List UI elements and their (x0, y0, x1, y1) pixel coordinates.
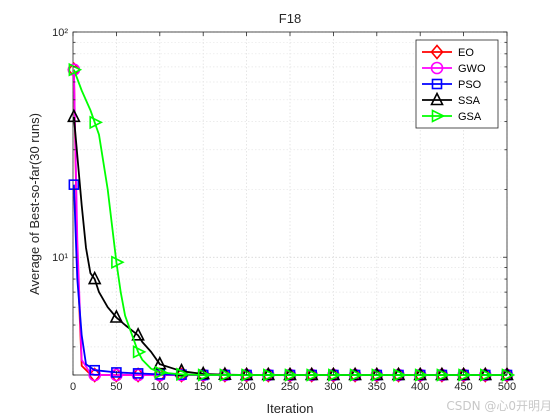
data-point-gsa (154, 365, 169, 380)
y-tick-label: 10¹ (52, 252, 68, 264)
x-tick-label: 150 (194, 381, 212, 393)
legend-marker-gwo (430, 61, 444, 75)
x-axis-label: Iteration (267, 401, 314, 416)
series-line-pso (73, 184, 507, 376)
data-point-gsa (371, 368, 386, 382)
x-tick-label: 500 (498, 381, 516, 393)
data-point-pso (132, 368, 144, 379)
data-point-gsa (89, 115, 103, 130)
series-line-ssa (73, 116, 507, 376)
x-tick-label: 400 (411, 381, 429, 393)
axes-layer: 0 50 100 150 200 250 300 350 400 450 500 10¹ 10² (52, 27, 516, 393)
legend-marker-pso (431, 78, 443, 90)
data-point-gsa (132, 345, 147, 359)
data-point-gsa (176, 367, 190, 382)
watermark-text: CSDN @心0开明月 (446, 399, 552, 413)
legend-label-gwo: GWO (458, 63, 486, 75)
legend-marker-gsa (431, 109, 446, 123)
x-tick-label: 250 (281, 381, 299, 393)
legend-marker-eo (430, 44, 444, 60)
data-point-gsa (479, 368, 494, 382)
data-point-gsa (262, 368, 277, 382)
data-point-pso (89, 364, 100, 376)
data-point-gsa (111, 255, 125, 270)
y-axis-label: Average of Best-so-far(30 runs) (27, 113, 42, 295)
y-tick-label: 10² (52, 27, 68, 39)
legend-marker-ssa (430, 91, 444, 106)
data-point-ssa (87, 270, 102, 285)
data-point-ssa (131, 327, 145, 341)
legend-label-pso: PSO (458, 79, 482, 91)
x-tick-label: 450 (454, 381, 472, 393)
data-point-gsa (393, 368, 407, 382)
data-point-pso (111, 367, 122, 378)
series-line-gsa (73, 69, 507, 376)
x-tick-label: 50 (110, 381, 122, 393)
x-tick-label: 350 (368, 381, 386, 393)
x-tick-label: 200 (237, 381, 255, 393)
data-point-gsa (436, 368, 451, 382)
x-tick-label: 0 (70, 381, 76, 393)
data-point-gsa (349, 368, 364, 382)
data-point-ssa (109, 309, 124, 323)
legend-label-gsa: GSA (458, 111, 482, 123)
data-point-gsa (219, 368, 234, 382)
legend: EO GWO PSO SSA GSA (415, 39, 499, 129)
data-point-gwo (110, 368, 123, 382)
x-tick-label: 100 (151, 381, 169, 393)
legend-label-eo: EO (458, 47, 474, 59)
data-point-gsa (458, 368, 472, 382)
data-point-gsa (241, 368, 255, 382)
series-pso (68, 179, 513, 381)
series-ssa (67, 108, 514, 381)
data-point-gsa (501, 368, 516, 382)
x-tick-label: 300 (324, 381, 342, 393)
data-point-gsa (414, 368, 429, 382)
legend-label-ssa: SSA (458, 95, 481, 107)
chart-title: F18 (279, 11, 301, 26)
data-point-gsa (197, 368, 212, 382)
data-point-gsa (306, 368, 320, 382)
data-point-gsa (284, 368, 299, 382)
data-point-gsa (328, 368, 342, 382)
